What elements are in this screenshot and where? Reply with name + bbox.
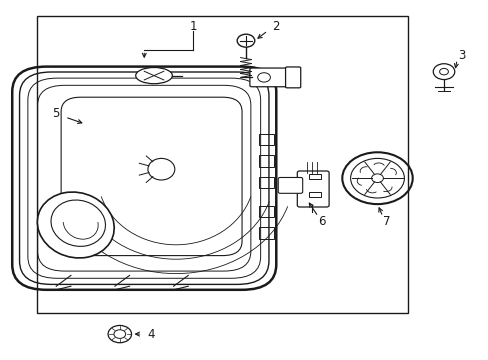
- Circle shape: [342, 152, 412, 204]
- Circle shape: [108, 325, 131, 343]
- Circle shape: [257, 73, 270, 82]
- Bar: [259, 177, 273, 188]
- FancyBboxPatch shape: [249, 68, 288, 87]
- FancyBboxPatch shape: [278, 177, 302, 193]
- Circle shape: [237, 34, 254, 47]
- Circle shape: [371, 174, 383, 183]
- Ellipse shape: [37, 192, 114, 258]
- Ellipse shape: [136, 67, 172, 84]
- Text: 7: 7: [382, 215, 389, 228]
- Text: 6: 6: [317, 215, 325, 228]
- Text: 2: 2: [272, 21, 280, 33]
- Circle shape: [439, 68, 447, 75]
- Bar: [259, 206, 273, 217]
- Text: 4: 4: [147, 328, 155, 341]
- Bar: [37, 16, 407, 313]
- Bar: [308, 174, 321, 179]
- Text: 3: 3: [457, 49, 465, 62]
- Bar: [259, 227, 273, 239]
- Ellipse shape: [51, 200, 105, 246]
- Circle shape: [114, 330, 125, 338]
- Circle shape: [350, 158, 404, 198]
- Bar: [308, 192, 321, 197]
- Bar: [259, 134, 273, 145]
- FancyBboxPatch shape: [297, 171, 328, 207]
- Text: 5: 5: [52, 107, 60, 120]
- Bar: [259, 155, 273, 167]
- Circle shape: [432, 64, 454, 80]
- FancyBboxPatch shape: [285, 67, 300, 88]
- Text: 1: 1: [189, 21, 197, 33]
